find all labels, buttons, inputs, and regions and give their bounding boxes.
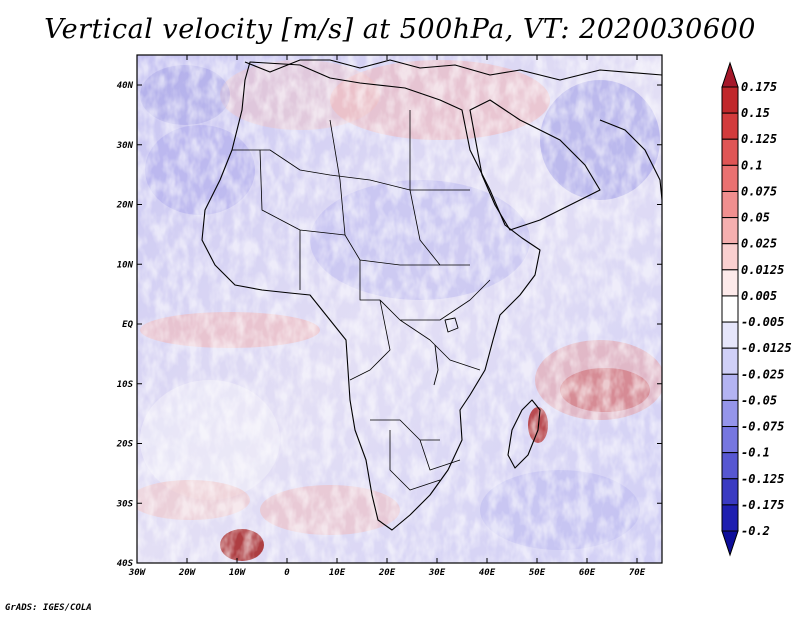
europe-coastline xyxy=(244,59,663,81)
africa-coastline xyxy=(201,61,541,531)
lat-label: 10S xyxy=(117,380,134,390)
lat-label: 20N xyxy=(116,201,134,211)
lon-label: 40E xyxy=(479,568,496,578)
colorbar-box xyxy=(721,164,739,192)
map-title: Vertical velocity [m/s] at 500hPa, VT: 2… xyxy=(44,14,756,45)
colorbar-label: 0.025 xyxy=(741,237,777,251)
colorbar-box xyxy=(721,347,739,375)
velocity-field xyxy=(137,55,662,563)
colorbar-label: -0.0125 xyxy=(741,341,792,355)
colorbar-label: -0.005 xyxy=(741,315,784,329)
colorbar-label: 0.175 xyxy=(741,80,777,94)
colorbar-box xyxy=(721,243,739,271)
colorbar-box xyxy=(721,217,739,245)
colorbar-box xyxy=(721,86,739,114)
colorbar-label: -0.1 xyxy=(741,446,770,460)
lat-label: 10N xyxy=(117,260,134,270)
lake-victoria xyxy=(444,317,459,333)
lon-label: 30W xyxy=(128,568,147,578)
lat-label: 30N xyxy=(116,141,134,151)
colorbar-label: 0.075 xyxy=(741,184,777,198)
colorbar: 0.175 0.15 0.125 0.1 0.075 0.05 0.025 0.0125 0.0… xyxy=(721,61,792,557)
colorbar-box xyxy=(721,138,739,166)
lon-label: 0 xyxy=(284,568,290,578)
colorbar-label: -0.025 xyxy=(741,367,784,381)
lon-label: 30E xyxy=(428,568,446,578)
lon-label: 20W xyxy=(178,568,197,578)
lon-label: 10E xyxy=(329,568,346,578)
colorbar-box xyxy=(721,399,739,428)
colorbar-bottom-triangle xyxy=(721,530,739,557)
colorbar-label: 0.125 xyxy=(741,132,777,146)
lat-label: 40S xyxy=(117,559,134,569)
colorbar-label: -0.05 xyxy=(741,393,777,407)
colorbar-label: 0.005 xyxy=(741,289,777,303)
colorbar-box xyxy=(721,321,739,349)
colorbar-label: 0.1 xyxy=(741,158,763,172)
colorbar-box xyxy=(721,373,739,401)
colorbar-label: 0.15 xyxy=(741,106,770,120)
colorbar-box xyxy=(721,452,739,480)
colorbar-label: 0.05 xyxy=(741,211,770,225)
lon-label: 60E xyxy=(579,568,596,578)
lat-label: EQ xyxy=(122,320,133,330)
arabia-coastline xyxy=(469,99,601,231)
lat-label: 30S xyxy=(116,499,134,509)
colorbar-box xyxy=(721,295,739,323)
coastlines xyxy=(201,59,663,531)
colorbar-label: -0.125 xyxy=(741,472,784,486)
colorbar-box xyxy=(721,478,739,506)
india-coastline xyxy=(599,119,663,201)
madagascar-coastline xyxy=(507,399,541,469)
lon-label: 70E xyxy=(629,568,646,578)
colorbar-label: -0.075 xyxy=(741,420,784,434)
colorbar-box xyxy=(721,504,739,532)
colorbar-label: -0.175 xyxy=(741,498,784,512)
colorbar-box xyxy=(721,112,739,140)
colorbar-top-triangle xyxy=(721,61,739,88)
colorbar-box xyxy=(721,426,739,454)
lat-label: 40N xyxy=(117,81,134,91)
credit-label: GrADS: IGES/COLA xyxy=(5,603,92,613)
colorbar-box xyxy=(721,269,739,297)
colorbar-label: 0.0125 xyxy=(741,263,784,277)
country-borders xyxy=(232,110,491,491)
lake-tanganyika xyxy=(433,344,439,386)
colorbar-box xyxy=(721,190,739,219)
lon-label: 10W xyxy=(229,568,247,578)
colorbar-label: -0.2 xyxy=(741,524,770,538)
lon-label: 20E xyxy=(378,568,396,578)
lat-label: 20S xyxy=(116,440,134,450)
lon-label: 50E xyxy=(529,568,546,578)
plot-frame xyxy=(136,54,663,564)
